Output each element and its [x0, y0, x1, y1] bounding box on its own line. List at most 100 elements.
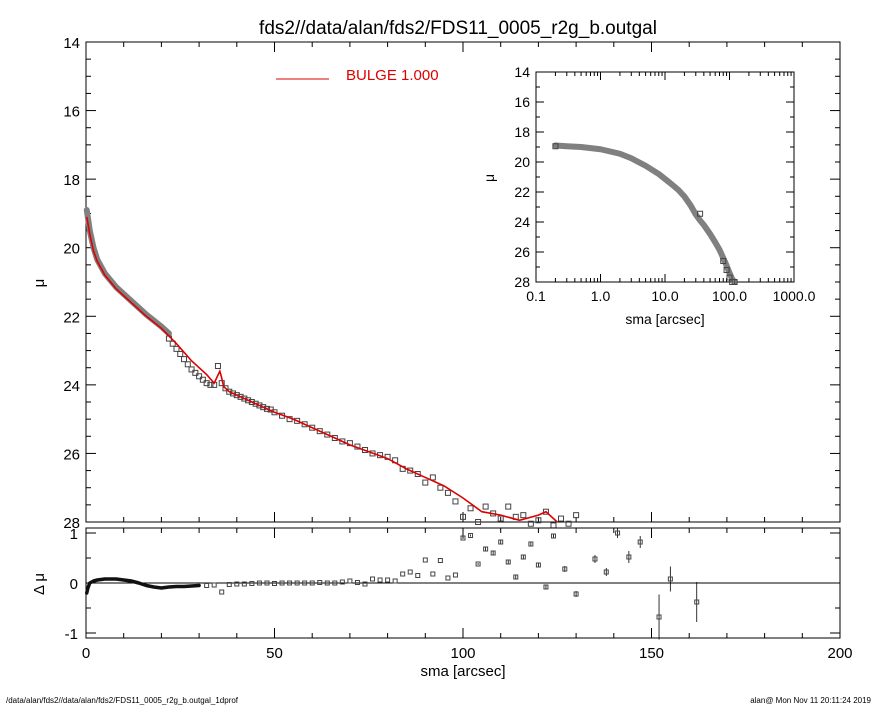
main-isophote-point — [550, 522, 557, 529]
inset-x-tick-label: 0.1 — [526, 288, 546, 304]
residual-point — [234, 581, 240, 587]
residual-point — [694, 599, 700, 605]
residual-y-axis-label: Δ μ — [31, 573, 48, 595]
residual-y-tick-label: 0 — [70, 576, 78, 593]
main-isophote-point — [248, 399, 255, 405]
main-isophote-point — [184, 361, 191, 368]
residual-point — [535, 562, 541, 568]
residual-point — [339, 579, 345, 585]
main-isophote-point — [294, 417, 301, 424]
inset-y-axis-label: μ — [481, 174, 497, 182]
main-isophote-point — [573, 512, 580, 519]
residual-point — [264, 580, 270, 586]
main-isophote-point — [414, 471, 421, 477]
residual-point — [562, 566, 568, 572]
main-isophote-point — [429, 474, 436, 481]
residual-point — [204, 583, 210, 588]
residual-x-tick-label: 200 — [827, 645, 852, 662]
residual-point — [445, 575, 451, 581]
main-axis-ticks: 14 16 18 20 22 24 26 28 — [63, 35, 841, 532]
residual-point — [498, 539, 504, 545]
main-isophote-point — [169, 340, 176, 347]
main-isophote-point — [252, 400, 259, 407]
residual-point — [505, 559, 511, 565]
residual-point — [637, 539, 643, 545]
residual-point — [309, 580, 315, 586]
main-isophote-point — [214, 363, 221, 369]
residual-point — [332, 580, 338, 586]
inset-isophote-point — [552, 143, 559, 150]
footer-file-path: /data/alan/fds2//data/alan/fds2/FDS11_00… — [6, 696, 239, 705]
residual-x-tick-label: 150 — [639, 645, 664, 662]
main-panel: μ 14 16 18 20 22 24 26 28 BULGE 1.000 — [31, 35, 841, 532]
main-isophote-point — [316, 428, 323, 435]
main-isophote-point — [565, 520, 572, 527]
residual-point — [656, 614, 662, 620]
inset-isophote-point — [731, 279, 738, 285]
main-isophote-point — [301, 421, 308, 428]
residual-point — [615, 530, 621, 536]
main-isophote-point — [339, 438, 346, 445]
residual-point — [241, 581, 247, 587]
main-isophote-point — [237, 393, 244, 400]
main-isophote-point — [460, 513, 466, 520]
main-isophote-point — [203, 380, 210, 387]
inset-panel: μ sma [arcsec] 14 16 18 20 22 24 26 280.1 1.0 10.… — [481, 64, 816, 327]
main-series — [83, 207, 580, 529]
residual-series — [85, 528, 700, 640]
main-isophote-point — [324, 431, 331, 438]
main-isophote-point — [497, 515, 504, 522]
inset-isophote-point — [720, 258, 727, 264]
main-isophote-point — [407, 467, 414, 474]
main-y-tick-label: 28 — [63, 515, 80, 532]
main-isophote-point — [505, 503, 512, 510]
main-y-axis-label: μ — [31, 279, 48, 288]
main-isophote-point — [542, 508, 549, 515]
main-isophote-point — [437, 484, 444, 491]
main-y-tick-label: 14 — [63, 35, 80, 52]
inset-x-axis-label: sma [arcsec] — [625, 311, 704, 327]
residual-point — [256, 580, 262, 586]
residual-point — [272, 581, 277, 586]
main-data-band — [83, 207, 172, 337]
legend-label: BULGE 1.000 — [346, 67, 439, 84]
main-isophote-point — [452, 498, 459, 505]
residual-point — [324, 580, 330, 586]
inset-y-tick-label: 22 — [514, 184, 530, 200]
main-isophote-point — [173, 345, 180, 352]
residual-point — [468, 533, 474, 538]
residual-point — [513, 574, 519, 580]
main-y-tick-label: 18 — [63, 172, 80, 189]
main-isophote-point — [444, 489, 451, 496]
residual-y-tick-label: -1 — [65, 626, 78, 643]
residual-point — [452, 572, 458, 578]
main-bulge-model-line — [85, 216, 558, 523]
main-isophote-point — [177, 351, 184, 357]
residual-point — [437, 558, 443, 563]
residual-point — [460, 535, 466, 541]
main-isophote-point — [331, 435, 338, 441]
residual-x-tick-label: 100 — [450, 645, 475, 662]
inset-axis-ticks: 14 16 18 20 22 24 26 280.1 1.0 10.0 100.0 1000.0 — [514, 64, 815, 304]
main-isophote-point — [482, 503, 489, 510]
inset-y-tick-label: 20 — [514, 154, 530, 170]
main-isophote-point — [520, 512, 527, 519]
residual-point — [385, 577, 391, 583]
residual-point — [211, 582, 217, 588]
main-isophote-point — [467, 505, 474, 512]
main-isophote-point — [263, 405, 270, 412]
residual-x-tick-label: 50 — [266, 645, 283, 662]
residual-point — [415, 573, 421, 578]
main-isophote-point — [245, 397, 252, 404]
inset-x-tick-label: 1000.0 — [773, 288, 816, 304]
residual-point — [573, 591, 579, 597]
inset-x-tick-label: 100.0 — [712, 288, 747, 304]
residual-inner-band — [85, 577, 201, 595]
main-isophote-point — [256, 402, 263, 409]
residual-point — [219, 589, 225, 595]
main-isophote-point — [199, 376, 206, 383]
main-isophote-point — [196, 373, 203, 380]
residual-point — [354, 580, 360, 585]
main-isophote-point — [422, 479, 429, 486]
